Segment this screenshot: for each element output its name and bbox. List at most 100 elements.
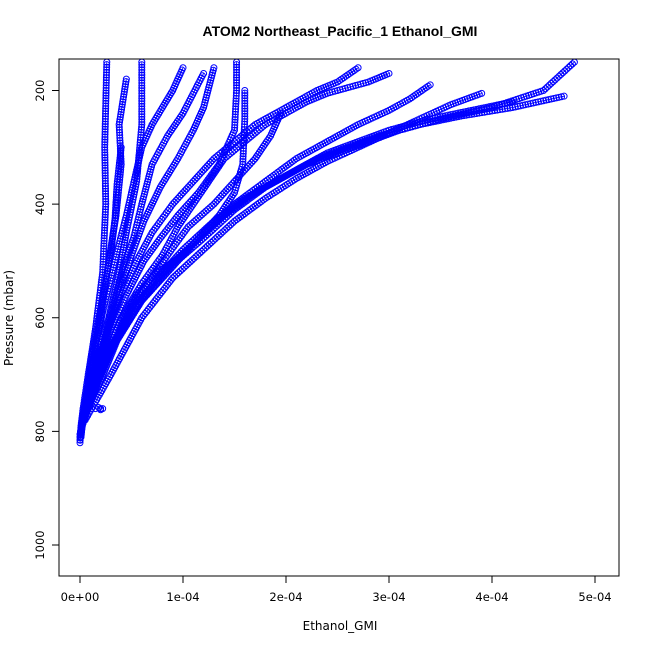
data-point xyxy=(98,296,106,304)
data-point xyxy=(241,110,249,118)
x-axis: 0e+00 1e-04 2e-04 3e-04 4e-04 5e-04 xyxy=(61,575,612,604)
data-point xyxy=(182,247,190,255)
data-point xyxy=(255,126,263,134)
data-point xyxy=(89,345,97,353)
plot-area xyxy=(76,59,578,447)
data-point xyxy=(232,100,240,108)
data-point xyxy=(138,87,146,95)
data-point xyxy=(222,153,230,161)
data-point xyxy=(542,96,550,104)
y-axis: 200 400 600 800 1000 xyxy=(33,80,60,560)
data-point xyxy=(233,76,241,84)
data-point xyxy=(122,78,130,86)
data-point xyxy=(547,95,555,103)
data-point xyxy=(170,198,178,206)
data-point xyxy=(87,361,95,369)
data-point xyxy=(132,171,140,179)
data-point xyxy=(86,364,94,372)
data-point xyxy=(191,176,199,184)
data-point xyxy=(253,127,261,135)
data-point xyxy=(101,143,109,151)
data-point xyxy=(118,100,126,108)
data-point xyxy=(532,98,540,106)
data-point xyxy=(101,141,109,149)
data-point xyxy=(228,139,236,147)
data-point xyxy=(247,124,255,132)
data-point xyxy=(91,338,99,346)
data-point xyxy=(98,298,106,306)
data-point xyxy=(111,217,119,225)
data-point xyxy=(101,177,109,185)
data-point xyxy=(97,406,105,414)
data-point xyxy=(206,158,214,166)
data-point xyxy=(103,63,111,71)
data-point xyxy=(249,131,257,139)
data-point xyxy=(550,94,558,102)
y-tick-label: 1000 xyxy=(33,530,47,559)
data-point xyxy=(233,63,241,71)
data-point xyxy=(102,97,110,105)
data-point xyxy=(555,93,563,101)
data-point xyxy=(485,103,493,111)
data-point xyxy=(100,239,108,247)
data-point xyxy=(232,97,240,105)
data-point xyxy=(122,75,130,83)
data-point xyxy=(216,150,224,158)
data-point xyxy=(116,154,124,162)
data-point xyxy=(496,101,504,109)
data-point xyxy=(557,71,565,79)
data-point xyxy=(568,60,576,68)
data-point xyxy=(125,201,133,209)
data-point xyxy=(231,138,238,146)
data-point xyxy=(102,99,110,107)
series-10 xyxy=(79,92,568,421)
data-point xyxy=(552,94,560,102)
data-point xyxy=(194,251,202,259)
data-point xyxy=(119,95,127,103)
data-point xyxy=(115,162,123,170)
data-point xyxy=(224,143,232,151)
data-point xyxy=(232,89,240,97)
data-point xyxy=(225,205,233,213)
data-point xyxy=(126,196,134,204)
data-point xyxy=(188,242,196,250)
data-point xyxy=(102,94,110,102)
data-point xyxy=(247,133,255,141)
data-point xyxy=(202,227,210,235)
data-point xyxy=(120,93,128,101)
data-point xyxy=(101,221,109,229)
data-point xyxy=(134,158,142,166)
data-point xyxy=(235,134,243,142)
data-point xyxy=(237,141,245,149)
data-point xyxy=(227,181,235,189)
data-point xyxy=(137,146,145,154)
data-point xyxy=(126,194,134,202)
data-point xyxy=(96,309,104,317)
data-point xyxy=(226,150,234,158)
data-point xyxy=(239,155,247,163)
data-point xyxy=(109,227,117,235)
data-point xyxy=(77,431,85,439)
data-point xyxy=(213,196,221,204)
data-point xyxy=(211,218,219,226)
data-point xyxy=(101,130,109,138)
data-point xyxy=(116,118,124,126)
data-point xyxy=(226,141,234,149)
data-point xyxy=(116,113,124,121)
data-point xyxy=(493,101,501,109)
data-point xyxy=(102,74,110,82)
data-point xyxy=(102,84,110,92)
data-point xyxy=(101,185,109,193)
data-point xyxy=(188,219,196,227)
data-point xyxy=(176,193,184,201)
data-point xyxy=(212,153,220,161)
data-point xyxy=(107,248,115,256)
data-point xyxy=(112,193,120,201)
data-point xyxy=(209,220,217,228)
data-point xyxy=(101,112,109,120)
data-point xyxy=(101,115,109,123)
data-point xyxy=(102,192,110,200)
data-point xyxy=(201,164,209,172)
data-point xyxy=(167,265,175,273)
data-point xyxy=(112,204,120,212)
